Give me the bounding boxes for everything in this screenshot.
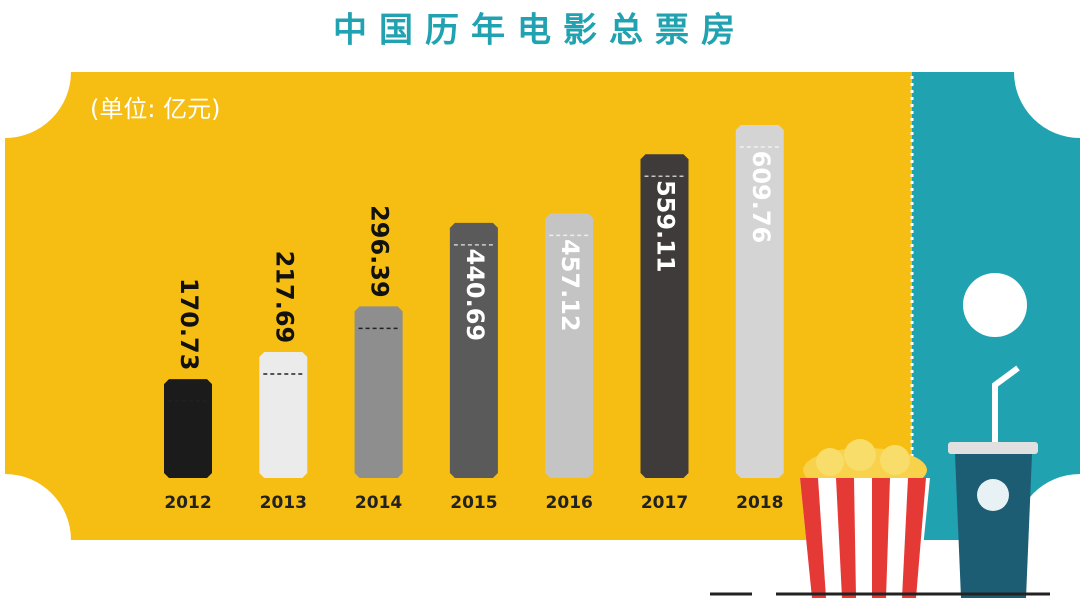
bar xyxy=(164,379,212,478)
value-label: 457.12 xyxy=(556,239,584,332)
notch xyxy=(1014,6,1080,138)
x-tick-label: 2014 xyxy=(355,493,402,513)
notch xyxy=(0,6,71,138)
bar xyxy=(640,154,689,478)
notch xyxy=(1014,474,1080,602)
value-label: 440.69 xyxy=(461,249,489,342)
x-tick-label: 2017 xyxy=(641,493,688,513)
chart-title: 中国历年电影总票房 xyxy=(333,11,747,51)
x-tick-label: 2018 xyxy=(736,493,783,513)
bar xyxy=(735,124,784,478)
drink-cup xyxy=(948,365,1038,598)
bar xyxy=(259,351,308,478)
stub-hole xyxy=(963,273,1027,337)
x-tick-label: 2016 xyxy=(546,493,593,513)
value-label: 559.11 xyxy=(652,180,680,273)
notch xyxy=(0,474,71,602)
value-label: 296.39 xyxy=(366,205,394,298)
x-tick-label: 2013 xyxy=(260,493,307,513)
bar xyxy=(354,306,403,478)
value-label: 217.69 xyxy=(270,251,298,344)
bar xyxy=(545,213,594,478)
value-label: 170.73 xyxy=(175,278,203,371)
value-label: 609.76 xyxy=(747,151,775,244)
unit-label: (单位: 亿元) xyxy=(90,95,220,123)
x-tick-label: 2015 xyxy=(450,493,497,513)
bar xyxy=(449,222,498,478)
x-tick-label: 2012 xyxy=(164,493,211,513)
popcorn xyxy=(800,439,930,598)
